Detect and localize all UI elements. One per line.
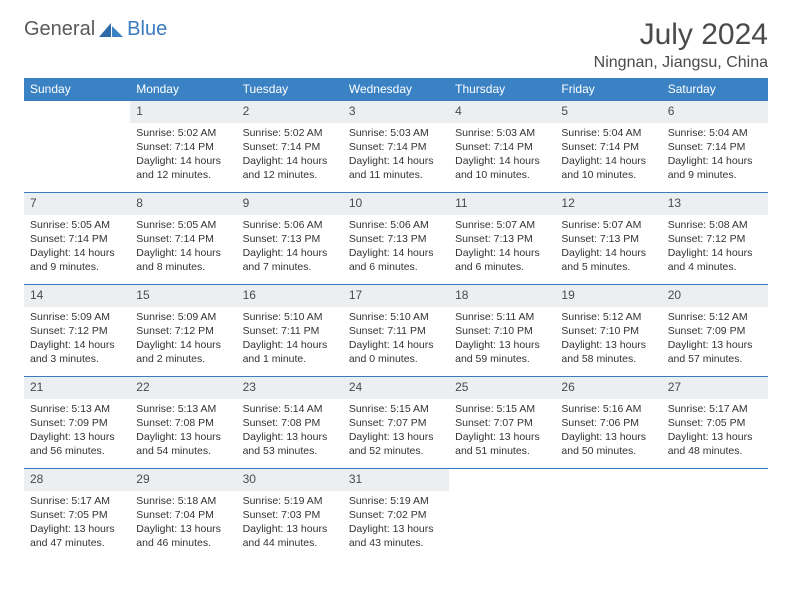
day-number-cell: 26: [555, 377, 661, 399]
day-number-row: 123456: [24, 101, 768, 123]
weekday-header: Wednesday: [343, 78, 449, 101]
day-number-cell: 11: [449, 193, 555, 215]
day-number-cell: 15: [130, 285, 236, 307]
day-content-cell: Sunrise: 5:02 AMSunset: 7:14 PMDaylight:…: [237, 123, 343, 193]
day-content-cell: Sunrise: 5:14 AMSunset: 7:08 PMDaylight:…: [237, 399, 343, 469]
day-content-cell: Sunrise: 5:17 AMSunset: 7:05 PMDaylight:…: [24, 491, 130, 561]
day-content-cell: Sunrise: 5:12 AMSunset: 7:09 PMDaylight:…: [662, 307, 768, 377]
day-number-row: 14151617181920: [24, 285, 768, 307]
day-number-cell: 30: [237, 469, 343, 491]
day-content-cell: Sunrise: 5:12 AMSunset: 7:10 PMDaylight:…: [555, 307, 661, 377]
day-content-cell: Sunrise: 5:10 AMSunset: 7:11 PMDaylight:…: [343, 307, 449, 377]
day-number-cell: 22: [130, 377, 236, 399]
day-number-cell: 8: [130, 193, 236, 215]
day-content-row: Sunrise: 5:13 AMSunset: 7:09 PMDaylight:…: [24, 399, 768, 469]
weekday-header: Thursday: [449, 78, 555, 101]
day-content-row: Sunrise: 5:02 AMSunset: 7:14 PMDaylight:…: [24, 123, 768, 193]
day-number-cell: 27: [662, 377, 768, 399]
day-content-cell: Sunrise: 5:09 AMSunset: 7:12 PMDaylight:…: [130, 307, 236, 377]
weekday-header: Saturday: [662, 78, 768, 101]
day-number-cell: 17: [343, 285, 449, 307]
weekday-header: Friday: [555, 78, 661, 101]
day-content-cell: Sunrise: 5:06 AMSunset: 7:13 PMDaylight:…: [343, 215, 449, 285]
day-content-cell: Sunrise: 5:04 AMSunset: 7:14 PMDaylight:…: [662, 123, 768, 193]
day-number-cell: 6: [662, 101, 768, 123]
day-number-row: 21222324252627: [24, 377, 768, 399]
day-content-cell: Sunrise: 5:04 AMSunset: 7:14 PMDaylight:…: [555, 123, 661, 193]
weekday-header: Sunday: [24, 78, 130, 101]
day-content-cell: [449, 491, 555, 561]
logo: General Blue: [24, 18, 167, 41]
day-content-cell: Sunrise: 5:19 AMSunset: 7:03 PMDaylight:…: [237, 491, 343, 561]
day-content-row: Sunrise: 5:17 AMSunset: 7:05 PMDaylight:…: [24, 491, 768, 561]
day-content-cell: Sunrise: 5:19 AMSunset: 7:02 PMDaylight:…: [343, 491, 449, 561]
header: General Blue July 2024 Ningnan, Jiangsu,…: [24, 18, 768, 72]
day-content-cell: Sunrise: 5:02 AMSunset: 7:14 PMDaylight:…: [130, 123, 236, 193]
day-content-cell: Sunrise: 5:05 AMSunset: 7:14 PMDaylight:…: [24, 215, 130, 285]
day-content-cell: Sunrise: 5:03 AMSunset: 7:14 PMDaylight:…: [449, 123, 555, 193]
logo-sail-icon: [97, 21, 125, 39]
day-number-cell: 3: [343, 101, 449, 123]
day-content-cell: Sunrise: 5:09 AMSunset: 7:12 PMDaylight:…: [24, 307, 130, 377]
day-content-cell: Sunrise: 5:07 AMSunset: 7:13 PMDaylight:…: [449, 215, 555, 285]
title-block: July 2024 Ningnan, Jiangsu, China: [594, 18, 768, 72]
day-number-cell: 13: [662, 193, 768, 215]
logo-text-general: General: [24, 18, 95, 41]
day-number-cell: 24: [343, 377, 449, 399]
day-content-cell: [555, 491, 661, 561]
day-content-cell: Sunrise: 5:06 AMSunset: 7:13 PMDaylight:…: [237, 215, 343, 285]
day-number-cell: 31: [343, 469, 449, 491]
day-number-cell: [555, 469, 661, 491]
day-number-row: 78910111213: [24, 193, 768, 215]
day-content-cell: Sunrise: 5:07 AMSunset: 7:13 PMDaylight:…: [555, 215, 661, 285]
day-number-row: 28293031: [24, 469, 768, 491]
day-content-cell: Sunrise: 5:05 AMSunset: 7:14 PMDaylight:…: [130, 215, 236, 285]
day-content-row: Sunrise: 5:05 AMSunset: 7:14 PMDaylight:…: [24, 215, 768, 285]
logo-text-blue: Blue: [127, 18, 167, 41]
day-content-cell: Sunrise: 5:13 AMSunset: 7:08 PMDaylight:…: [130, 399, 236, 469]
day-number-cell: 1: [130, 101, 236, 123]
day-number-cell: 23: [237, 377, 343, 399]
day-content-cell: Sunrise: 5:11 AMSunset: 7:10 PMDaylight:…: [449, 307, 555, 377]
day-content-cell: Sunrise: 5:03 AMSunset: 7:14 PMDaylight:…: [343, 123, 449, 193]
day-number-cell: [449, 469, 555, 491]
day-number-cell: 2: [237, 101, 343, 123]
day-number-cell: 10: [343, 193, 449, 215]
day-number-cell: [24, 101, 130, 123]
page-title: July 2024: [594, 18, 768, 52]
day-number-cell: 16: [237, 285, 343, 307]
day-content-cell: Sunrise: 5:15 AMSunset: 7:07 PMDaylight:…: [449, 399, 555, 469]
day-number-cell: 4: [449, 101, 555, 123]
day-number-cell: 18: [449, 285, 555, 307]
calendar-table: Sunday Monday Tuesday Wednesday Thursday…: [24, 78, 768, 561]
day-content-row: Sunrise: 5:09 AMSunset: 7:12 PMDaylight:…: [24, 307, 768, 377]
day-content-cell: [24, 123, 130, 193]
day-number-cell: 7: [24, 193, 130, 215]
day-number-cell: 19: [555, 285, 661, 307]
day-content-cell: Sunrise: 5:08 AMSunset: 7:12 PMDaylight:…: [662, 215, 768, 285]
day-number-cell: 25: [449, 377, 555, 399]
day-number-cell: 9: [237, 193, 343, 215]
day-content-cell: Sunrise: 5:17 AMSunset: 7:05 PMDaylight:…: [662, 399, 768, 469]
day-number-cell: 5: [555, 101, 661, 123]
day-number-cell: [662, 469, 768, 491]
day-number-cell: 20: [662, 285, 768, 307]
day-number-cell: 14: [24, 285, 130, 307]
day-content-cell: Sunrise: 5:16 AMSunset: 7:06 PMDaylight:…: [555, 399, 661, 469]
day-content-cell: [662, 491, 768, 561]
day-content-cell: Sunrise: 5:10 AMSunset: 7:11 PMDaylight:…: [237, 307, 343, 377]
day-number-cell: 28: [24, 469, 130, 491]
day-number-cell: 21: [24, 377, 130, 399]
weekday-header: Monday: [130, 78, 236, 101]
day-content-cell: Sunrise: 5:13 AMSunset: 7:09 PMDaylight:…: [24, 399, 130, 469]
day-number-cell: 12: [555, 193, 661, 215]
day-content-cell: Sunrise: 5:18 AMSunset: 7:04 PMDaylight:…: [130, 491, 236, 561]
weekday-header: Tuesday: [237, 78, 343, 101]
location: Ningnan, Jiangsu, China: [594, 54, 768, 72]
calendar-body: 123456Sunrise: 5:02 AMSunset: 7:14 PMDay…: [24, 101, 768, 561]
weekday-header-row: Sunday Monday Tuesday Wednesday Thursday…: [24, 78, 768, 101]
day-content-cell: Sunrise: 5:15 AMSunset: 7:07 PMDaylight:…: [343, 399, 449, 469]
day-number-cell: 29: [130, 469, 236, 491]
